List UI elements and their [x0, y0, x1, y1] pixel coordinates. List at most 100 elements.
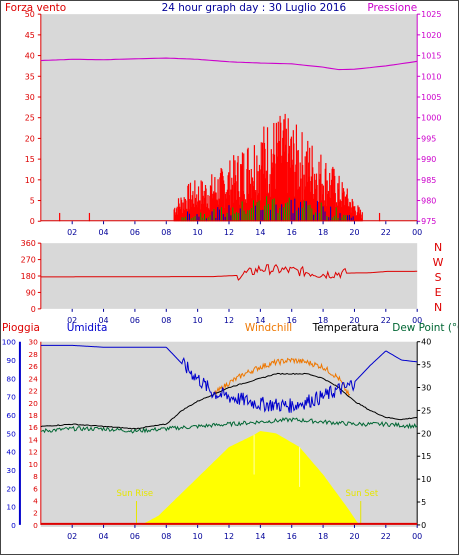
temperature-y-tick-label: 10 [421, 475, 431, 484]
temperature-y-tick-label: 30 [421, 384, 431, 393]
humidity-y-tick-label: 90 [6, 356, 16, 365]
direction-x-tick-label: 22 [381, 316, 391, 325]
pressure-y-tick-label: 975 [421, 217, 436, 226]
direction-letter-s: S [435, 271, 442, 284]
wind-x-tick-label: 18 [318, 228, 328, 237]
direction-letter-e: E [435, 286, 442, 299]
climate-x-tick-label: 12 [224, 532, 234, 541]
wind-y-tick-label: 45 [25, 31, 35, 40]
temperature-y-tick-label: 0 [421, 521, 426, 530]
climate-x-tick-label: 00 [412, 532, 422, 541]
humidity-y-tick-label: 70 [6, 393, 16, 402]
temperature-series-line [40, 372, 418, 430]
direction-x-tick-label: 10 [193, 316, 203, 325]
direction-series-line [40, 263, 418, 281]
temperature-y-tick-label: 35 [421, 361, 431, 370]
direction-y-tick-label: 0 [31, 305, 36, 314]
humidity-y-tick-label: 20 [6, 484, 16, 493]
wind-panel-left-label: Forza vento [5, 2, 66, 14]
windchill-series-label: Windchill [245, 322, 292, 334]
rain-y-tick-label: 26 [28, 362, 38, 371]
direction-x-tick-label: 08 [161, 316, 171, 325]
pressure-y-tick-label: 1020 [421, 31, 441, 40]
rain-y-tick-label: 24 [28, 374, 38, 383]
temperature-y-tick-label: 15 [421, 452, 431, 461]
wind-x-tick-label: 10 [193, 228, 203, 237]
wind-y-tick-label: 15 [25, 155, 35, 164]
pressure-y-tick-label: 1025 [421, 10, 441, 19]
climate-chart: 0246810121416182022242628300102030405060… [2, 338, 432, 541]
humidity-y-tick-label: 100 [2, 338, 16, 347]
wind-x-tick-label: 00 [412, 228, 422, 237]
rain-y-tick-label: 16 [28, 423, 38, 432]
pressure-y-tick-label: 1010 [421, 72, 441, 81]
climate-x-tick-label: 04 [98, 532, 108, 541]
pressure-y-tick-label: 995 [421, 134, 436, 143]
wind-x-tick-label: 02 [67, 228, 77, 237]
rain-y-tick-label: 4 [33, 496, 38, 505]
pressure-y-tick-label: 980 [421, 197, 436, 206]
direction-x-tick-label: 20 [349, 316, 359, 325]
wind-chart: 0510152025303540455097598098599099510001… [25, 10, 442, 237]
climate-x-tick-label: 18 [318, 532, 328, 541]
sunset-label: Sun Set [345, 488, 378, 498]
humidity-y-tick-label: 0 [11, 521, 16, 530]
chart-title: 24 hour graph day : 30 Luglio 2016 [162, 2, 347, 14]
climate-x-tick-label: 14 [255, 532, 265, 541]
humidity-y-tick-label: 50 [6, 429, 16, 438]
temperature-y-tick-label: 5 [421, 498, 426, 507]
pressure-y-tick-label: 1005 [421, 93, 441, 102]
rain-y-tick-label: 22 [28, 387, 37, 396]
rain-y-tick-label: 18 [28, 411, 38, 420]
direction-x-tick-label: 06 [130, 316, 140, 325]
wind-x-tick-label: 16 [287, 228, 297, 237]
wind-y-tick-label: 35 [25, 72, 35, 81]
direction-x-tick-label: 00 [412, 316, 422, 325]
wind-x-tick-label: 12 [224, 228, 234, 237]
pressure-y-tick-label: 985 [421, 176, 436, 185]
humidity-y-tick-label: 10 [6, 503, 16, 512]
wind-y-tick-label: 0 [30, 217, 35, 226]
pressure-y-tick-label: 1015 [421, 52, 441, 61]
direction-x-tick-label: 18 [318, 316, 328, 325]
rain-y-tick-label: 10 [28, 460, 38, 469]
wind-y-tick-label: 50 [25, 10, 35, 19]
wind-x-tick-label: 06 [130, 228, 140, 237]
wind-y-tick-label: 25 [25, 114, 35, 123]
solar-radiation-area [141, 431, 360, 525]
rain-y-tick-label: 8 [33, 472, 38, 481]
humidity-y-tick-label: 80 [6, 374, 16, 383]
dew-point-series-line [40, 417, 418, 434]
wind-y-tick-label: 10 [25, 176, 35, 185]
climate-x-tick-label: 10 [193, 532, 203, 541]
humidity-y-tick-label: 30 [6, 466, 16, 475]
humidity-series-label: Umidita [67, 322, 108, 334]
windchill-series-line [212, 357, 351, 397]
rain-y-tick-label: 20 [28, 399, 38, 408]
rain-y-tick-label: 6 [33, 484, 38, 493]
direction-letter-n-top: N [434, 241, 442, 254]
wind-y-tick-label: 20 [25, 134, 35, 143]
direction-y-tick-label: 360 [21, 239, 36, 248]
wind-x-tick-label: 04 [98, 228, 108, 237]
direction-letter-w: W [433, 256, 444, 269]
rain-y-tick-label: 0 [33, 521, 38, 530]
direction-x-tick-label: 12 [224, 316, 234, 325]
wind-x-tick-label: 22 [381, 228, 391, 237]
pressure-y-tick-label: 1000 [421, 114, 441, 123]
rain-y-tick-label: 30 [28, 338, 38, 347]
direction-x-tick-label: 14 [255, 316, 265, 325]
climate-x-tick-label: 02 [67, 532, 77, 541]
direction-letter-n-bottom: N [434, 301, 442, 314]
rain-y-tick-label: 14 [28, 435, 38, 444]
humidity-y-tick-label: 60 [6, 411, 16, 420]
wind-panel-right-label: Pressione [367, 2, 417, 14]
direction-y-tick-label: 90 [26, 288, 36, 297]
direction-chart: 0 90 180 270 360 02 04 06 08 10 12 14 16 18 20 22 00 [21, 239, 423, 325]
sunrise-label: Sun Rise [116, 488, 153, 498]
direction-x-tick-label: 04 [98, 316, 108, 325]
direction-x-tick-label: 16 [287, 316, 297, 325]
wind-x-tick-label: 20 [349, 228, 359, 237]
direction-y-tick-label: 270 [21, 256, 36, 265]
